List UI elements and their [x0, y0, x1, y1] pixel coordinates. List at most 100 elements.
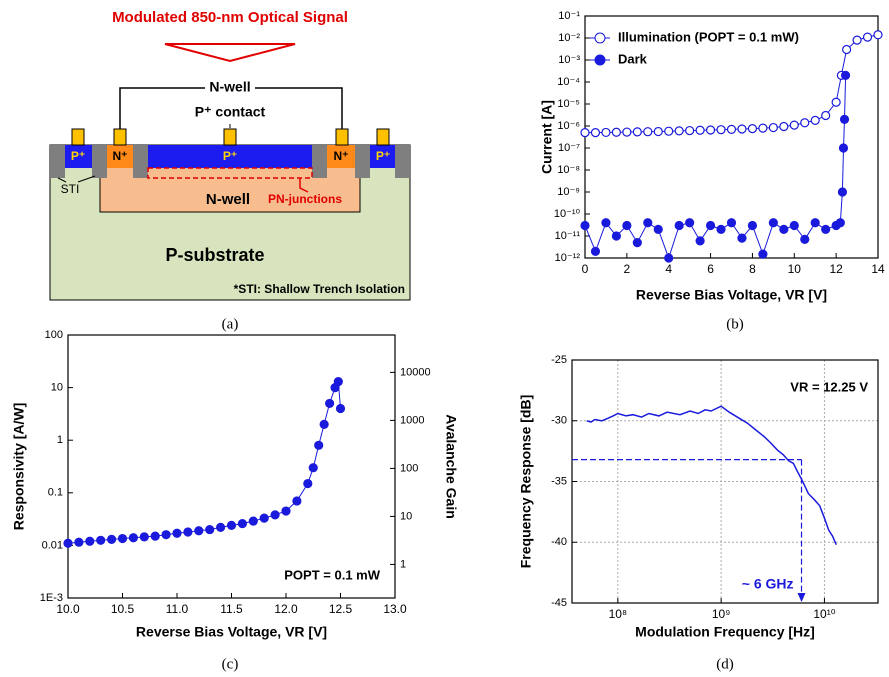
y-tick-label: -40	[551, 536, 567, 548]
x-tick-label: 8	[749, 262, 756, 276]
y-tick-label: 10⁻¹	[558, 10, 580, 22]
x-tick-label: 10.0	[56, 602, 80, 616]
y-tick-label: -45	[551, 597, 567, 609]
data-point	[281, 506, 291, 516]
legend-label: Illumination (POPT = 0.1 mW)	[618, 29, 799, 44]
y-tick-label: 10⁻⁹	[557, 186, 580, 198]
reference-label: ~ 6 GHz	[742, 576, 794, 592]
data-point	[685, 125, 695, 136]
data-point	[800, 234, 810, 245]
data-point	[821, 110, 831, 121]
data-point	[161, 530, 171, 540]
data-point	[248, 516, 258, 526]
data-point	[96, 535, 106, 545]
data-point	[270, 510, 280, 520]
data-point	[737, 124, 747, 134]
y-tick-label: 10⁻¹⁰	[554, 208, 581, 220]
x-tick-label: 12.0	[274, 602, 298, 616]
region-label: N⁺	[113, 149, 128, 163]
data-point	[789, 120, 799, 130]
data-point	[226, 520, 237, 531]
data-point	[758, 249, 768, 259]
data-point	[580, 220, 590, 231]
chart: 0 2 4 6 8 10 12 14 10⁻¹² 10⁻¹¹ 10⁻¹⁰ 10⁻⁹ 10⁻⁸ 10⁻⁷ 10…	[539, 10, 885, 303]
series-line	[586, 405, 837, 545]
data-point	[758, 123, 768, 133]
annotation: VR = 12.25 V	[790, 379, 868, 394]
data-point	[74, 537, 84, 547]
y-tick-label: 10⁻⁴	[557, 76, 580, 88]
data-point	[643, 127, 653, 137]
data-point	[622, 220, 632, 231]
y-tick-label: 10⁻²	[558, 32, 580, 44]
data-point	[314, 440, 324, 450]
data-point	[183, 527, 193, 537]
arrow-head	[797, 593, 806, 602]
data-point	[237, 518, 247, 529]
data-point	[601, 127, 611, 138]
data-point	[128, 533, 138, 543]
data-point	[842, 44, 852, 55]
data-point	[768, 218, 778, 228]
diagram: Modulated 850-nm Optical Signal N-well P…	[49, 9, 411, 301]
contact	[113, 128, 127, 146]
data-point	[810, 115, 820, 125]
x-tick-label: 11.5	[220, 602, 243, 616]
data-point	[63, 538, 73, 548]
y2-tick-label: 1	[400, 558, 406, 570]
chart: 10⁸ 10⁹ 10¹⁰ -45 -40 -35 -30 -25 Modulation Freq…	[518, 354, 879, 640]
data-point	[106, 534, 117, 545]
data-point	[216, 522, 226, 532]
note: *STI: Shallow Trench Isolation	[234, 282, 405, 296]
y-tick-label: 1	[57, 434, 63, 446]
region-label: P⁺	[71, 149, 85, 163]
x-tick-label: 13.0	[383, 602, 407, 616]
data-point	[862, 32, 873, 42]
data-point	[768, 122, 778, 133]
data-point	[590, 128, 601, 138]
contact	[71, 128, 85, 146]
data-point	[611, 127, 621, 137]
data-point	[643, 218, 653, 228]
region-label: P⁺	[223, 149, 237, 163]
y-tick-label: 10⁻⁶	[557, 120, 580, 132]
data-point	[873, 30, 883, 40]
sti	[92, 145, 107, 178]
caption: (d)	[716, 656, 734, 672]
data-point	[810, 218, 820, 228]
y-tick-label: 10⁻¹²	[555, 252, 581, 264]
data-point	[747, 124, 758, 134]
pn-label: PN-junctions	[268, 192, 342, 206]
sti	[312, 145, 327, 178]
y-tick-label: 0.1	[48, 487, 63, 499]
x-tick-label: 4	[665, 262, 672, 276]
data-point	[726, 218, 737, 228]
data-point	[695, 236, 705, 246]
y-tick-label: 10⁻⁷	[558, 142, 580, 154]
light-arrow	[164, 43, 296, 63]
region-label: N⁺	[334, 149, 349, 163]
substrate-label: P-substrate	[165, 245, 264, 265]
data-point	[705, 220, 716, 231]
data-point	[789, 220, 799, 231]
y-tick-label: 10⁻⁸	[557, 164, 580, 176]
data-point	[653, 224, 663, 234]
y-axis-label: Responsivity [A/W]	[11, 403, 27, 531]
y-tick-label: 100	[45, 329, 63, 341]
caption: (c)	[222, 656, 239, 672]
data-point	[779, 224, 789, 234]
label-bg	[205, 80, 255, 96]
data-point	[653, 126, 663, 137]
y-tick-label: 0.01	[42, 539, 63, 551]
x-tick-label: 10	[788, 262, 802, 276]
plot-frame	[67, 334, 396, 599]
data-point	[611, 231, 621, 241]
data-point	[835, 218, 845, 228]
data-point	[172, 528, 182, 538]
data-point	[674, 220, 684, 231]
series-line	[585, 34, 878, 134]
x-tick-label: 0	[582, 262, 589, 276]
data-point	[716, 125, 726, 135]
data-point	[319, 419, 329, 429]
